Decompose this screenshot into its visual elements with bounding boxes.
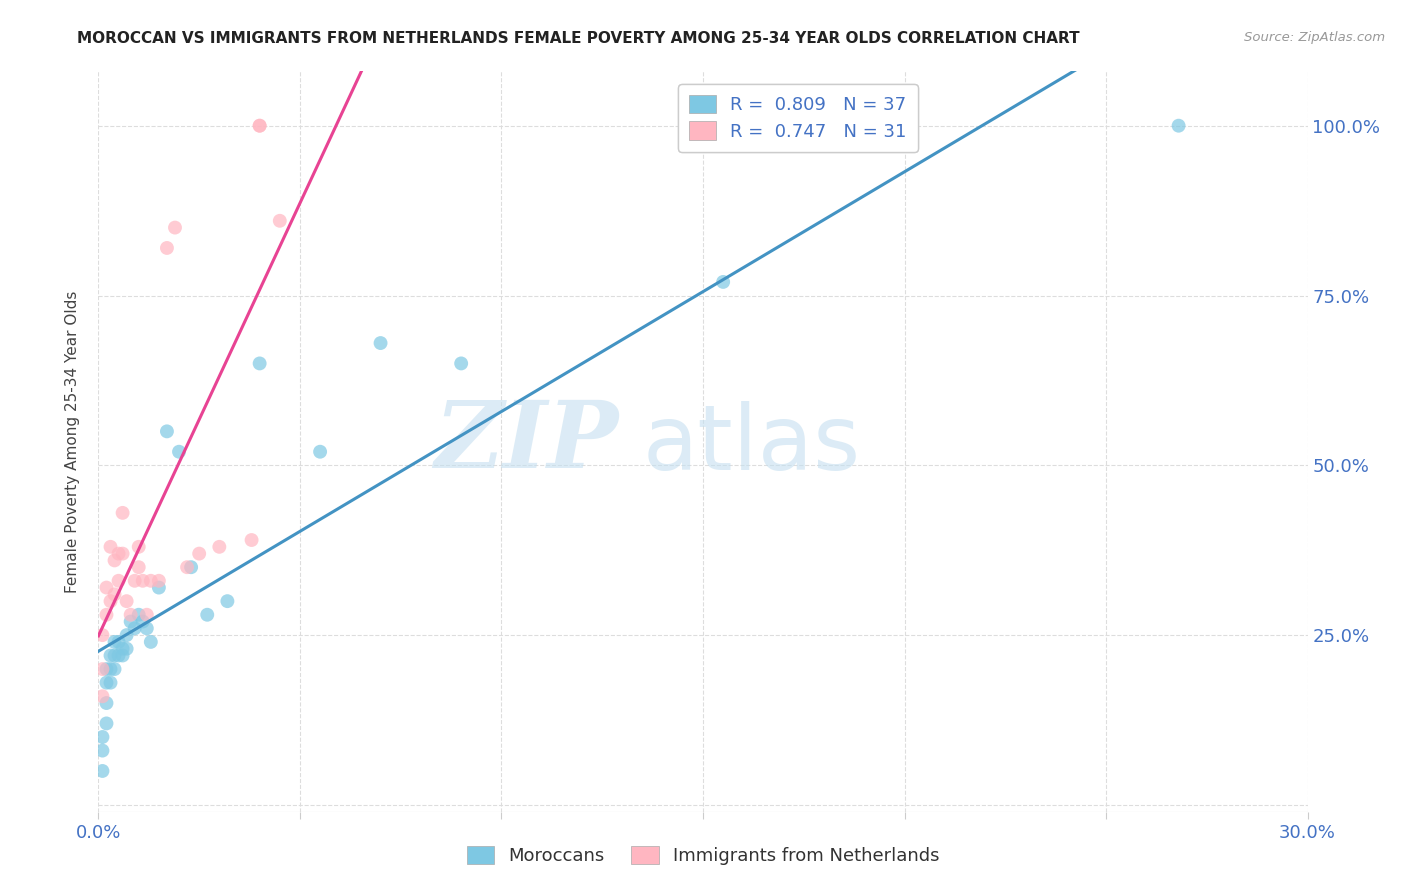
Point	[96, 607, 118, 622]
Point	[195, 607, 218, 622]
Point	[96, 696, 118, 710]
Point	[115, 628, 138, 642]
Legend: R =  0.809   N = 37, R =  0.747   N = 31: R = 0.809 N = 37, R = 0.747 N = 31	[678, 84, 918, 152]
Point	[107, 574, 129, 588]
Point	[132, 615, 155, 629]
Point	[111, 648, 134, 663]
Point	[124, 621, 146, 635]
Point	[148, 574, 170, 588]
Point	[249, 119, 271, 133]
Point	[100, 648, 122, 663]
Point	[107, 648, 129, 663]
Point	[103, 553, 125, 567]
Point	[163, 220, 186, 235]
Point	[103, 587, 125, 601]
Point	[167, 444, 190, 458]
Point	[103, 648, 125, 663]
Point	[107, 547, 129, 561]
Point	[370, 336, 392, 351]
Text: MOROCCAN VS IMMIGRANTS FROM NETHERLANDS FEMALE POVERTY AMONG 25-34 YEAR OLDS COR: MOROCCAN VS IMMIGRANTS FROM NETHERLANDS …	[77, 31, 1080, 46]
Point	[124, 574, 146, 588]
Point	[240, 533, 263, 547]
Point	[180, 560, 202, 574]
Point	[139, 635, 162, 649]
Point	[96, 581, 118, 595]
Point	[100, 662, 122, 676]
Point	[115, 594, 138, 608]
Point	[1167, 119, 1189, 133]
Point	[132, 574, 155, 588]
Point	[100, 540, 122, 554]
Text: Source: ZipAtlas.com: Source: ZipAtlas.com	[1244, 31, 1385, 45]
Point	[156, 241, 179, 255]
Point	[128, 540, 150, 554]
Point	[91, 628, 114, 642]
Point	[269, 214, 291, 228]
Point	[188, 547, 211, 561]
Point	[249, 356, 271, 370]
Point	[91, 662, 114, 676]
Point	[107, 635, 129, 649]
Point	[249, 119, 271, 133]
Legend: Moroccans, Immigrants from Netherlands: Moroccans, Immigrants from Netherlands	[460, 838, 946, 872]
Point	[96, 716, 118, 731]
Point	[103, 662, 125, 676]
Point	[96, 662, 118, 676]
Point	[100, 594, 122, 608]
Point	[91, 690, 114, 704]
Text: ZIP: ZIP	[434, 397, 619, 486]
Point	[135, 621, 157, 635]
Point	[100, 675, 122, 690]
Point	[711, 275, 734, 289]
Point	[111, 641, 134, 656]
Point	[148, 581, 170, 595]
Point	[156, 425, 179, 439]
Point	[91, 743, 114, 757]
Point	[128, 560, 150, 574]
Point	[91, 764, 114, 778]
Point	[135, 607, 157, 622]
Y-axis label: Female Poverty Among 25-34 Year Olds: Female Poverty Among 25-34 Year Olds	[65, 291, 80, 592]
Point	[309, 444, 332, 458]
Point	[217, 594, 239, 608]
Point	[120, 615, 142, 629]
Text: atlas: atlas	[643, 401, 860, 489]
Point	[111, 547, 134, 561]
Point	[139, 574, 162, 588]
Point	[111, 506, 134, 520]
Point	[120, 607, 142, 622]
Point	[103, 635, 125, 649]
Point	[91, 730, 114, 744]
Point	[96, 675, 118, 690]
Point	[176, 560, 198, 574]
Point	[450, 356, 472, 370]
Point	[128, 607, 150, 622]
Point	[115, 641, 138, 656]
Point	[208, 540, 231, 554]
